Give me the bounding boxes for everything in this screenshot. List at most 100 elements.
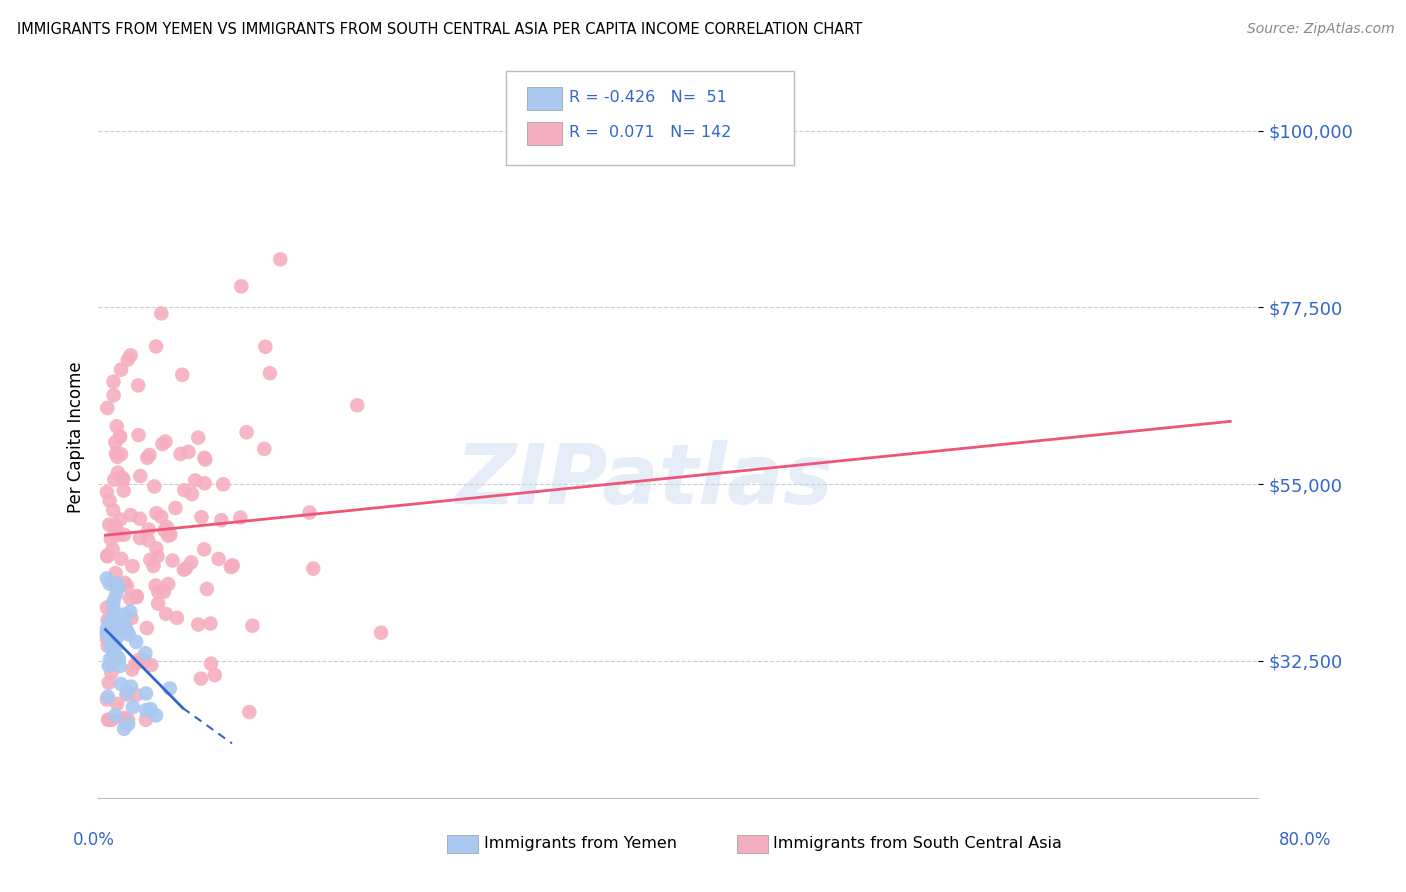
Point [153, 584, 176, 599]
Point [135, 703, 157, 717]
Point [145, 708, 167, 723]
Y-axis label: Per Capita Income: Per Capita Income [66, 361, 84, 513]
Point [120, 605, 142, 619]
Point [108, 429, 131, 443]
Point [98, 517, 121, 532]
Point [101, 632, 124, 647]
Point [105, 697, 128, 711]
Point [107, 466, 129, 480]
Point [96, 571, 118, 585]
Point [129, 531, 152, 545]
Point [370, 625, 392, 640]
Point [209, 513, 232, 527]
Point [125, 589, 148, 603]
Point [240, 618, 263, 632]
Point [169, 447, 191, 461]
Point [141, 658, 163, 673]
Point [103, 607, 125, 622]
Point [238, 705, 260, 719]
Point [177, 445, 200, 459]
Point [114, 713, 136, 727]
Point [105, 626, 128, 640]
Point [103, 614, 125, 628]
Point [194, 452, 217, 467]
Point [346, 398, 368, 412]
Point [157, 577, 180, 591]
Point [98, 652, 121, 666]
Point [121, 559, 143, 574]
Point [104, 435, 127, 450]
Text: R = -0.426   N=  51: R = -0.426 N= 51 [569, 90, 727, 104]
Point [108, 651, 131, 665]
Point [110, 677, 132, 691]
Point [104, 575, 127, 590]
Point [104, 446, 127, 460]
Point [111, 471, 134, 485]
Point [115, 688, 138, 702]
Point [101, 624, 124, 638]
Point [155, 434, 177, 449]
Point [97, 675, 120, 690]
Point [108, 659, 131, 673]
Point [235, 425, 257, 440]
Point [108, 430, 131, 444]
Point [112, 472, 135, 486]
Point [105, 630, 128, 644]
Point [193, 450, 215, 465]
Point [135, 713, 157, 727]
Point [229, 510, 252, 524]
Point [110, 512, 132, 526]
Point [298, 506, 321, 520]
Point [112, 711, 135, 725]
Point [96, 549, 118, 563]
Point [166, 611, 188, 625]
Point [125, 688, 148, 702]
Point [136, 450, 159, 465]
Point [200, 616, 222, 631]
Point [120, 611, 142, 625]
Point [135, 621, 157, 635]
Point [153, 524, 176, 538]
Point [120, 508, 142, 522]
Point [96, 632, 118, 646]
Point [117, 352, 139, 367]
Point [98, 493, 121, 508]
Point [96, 600, 118, 615]
Point [195, 582, 218, 596]
Point [107, 581, 129, 595]
Point [115, 713, 138, 727]
Point [219, 560, 242, 574]
Point [145, 506, 167, 520]
Point [97, 713, 120, 727]
Point [187, 431, 209, 445]
Text: R =  0.071   N= 142: R = 0.071 N= 142 [569, 125, 731, 139]
Point [146, 597, 169, 611]
Point [150, 509, 173, 524]
Point [112, 722, 135, 736]
Point [103, 594, 125, 608]
Point [135, 686, 157, 700]
Point [146, 549, 169, 564]
Point [221, 558, 243, 573]
Text: Immigrants from South Central Asia: Immigrants from South Central Asia [773, 837, 1062, 851]
Point [127, 378, 149, 392]
Point [148, 585, 170, 599]
Point [145, 578, 167, 592]
Point [138, 448, 160, 462]
Point [159, 528, 181, 542]
Point [104, 708, 127, 723]
Text: 80.0%: 80.0% [1278, 831, 1331, 849]
Point [128, 512, 150, 526]
Point [112, 527, 135, 541]
Point [138, 523, 160, 537]
Point [180, 555, 202, 569]
Point [98, 713, 121, 727]
Point [143, 479, 166, 493]
Point [174, 561, 197, 575]
Point [129, 469, 152, 483]
Point [194, 476, 217, 491]
Point [114, 618, 136, 632]
Point [165, 500, 187, 515]
Point [187, 617, 209, 632]
Point [173, 483, 195, 498]
